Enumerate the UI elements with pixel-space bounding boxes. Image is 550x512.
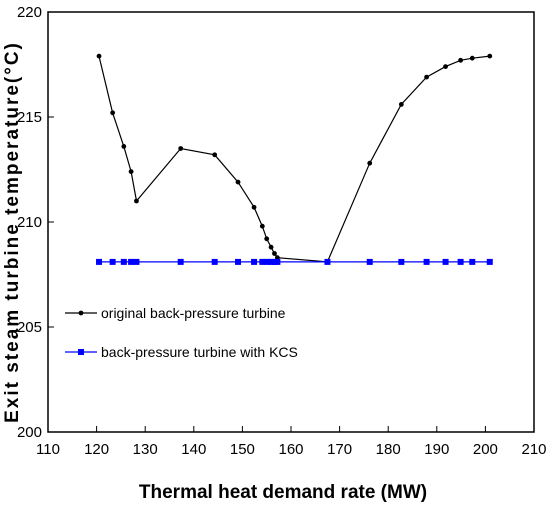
data-point-series-2 (128, 258, 135, 265)
series-line-1 (98, 55, 490, 263)
data-point-series-1 (134, 198, 139, 204)
legend-marker (78, 349, 84, 355)
data-point-series-2 (259, 258, 266, 265)
y-tick-label: 215 (17, 109, 42, 126)
data-point-series-1 (424, 74, 429, 80)
data-point-series-1 (264, 236, 270, 242)
data-point-series-2 (457, 258, 464, 265)
legend: original back-pressure turbine back-press… (65, 305, 298, 360)
y-tick-label: 220 (17, 4, 42, 21)
data-point-series-2 (177, 258, 184, 265)
data-point-series-1 (398, 102, 404, 107)
x-axis-ticks: 110 120 130 140 150 160 170 180 190 200 210 (36, 426, 547, 458)
x-axis-title: Thermal heat demand rate (MW) (139, 482, 427, 503)
y-axis-title: Exit steam turbine temperature(°C) (2, 41, 23, 423)
data-point-series-2 (366, 258, 373, 265)
data-point-series-1 (96, 53, 102, 59)
y-tick-label: 210 (17, 214, 42, 231)
data-point-series-1 (469, 55, 475, 61)
data-point-series-1 (235, 179, 241, 185)
data-point-series-1 (458, 57, 464, 63)
data-point-series-1 (110, 110, 116, 116)
x-tick-label: 170 (327, 441, 352, 458)
data-point-series-2 (251, 258, 258, 265)
data-point-series-1 (272, 251, 277, 256)
x-tick-label: 200 (473, 441, 498, 458)
data-point-series-2 (263, 258, 270, 265)
data-point-series-1 (212, 152, 218, 158)
data-point-series-1 (268, 244, 274, 250)
data-point-series-1 (121, 144, 127, 149)
data-point-series-2 (109, 258, 116, 265)
data-point-series-1 (259, 223, 265, 229)
data-point-series-1 (487, 53, 493, 59)
y-axis-ticks: 200 205 210 215 220 (17, 4, 54, 441)
y-tick-label: 205 (17, 319, 42, 336)
data-point-series-1 (178, 146, 184, 151)
x-tick-label: 190 (424, 441, 449, 458)
data-point-series-2 (235, 258, 242, 265)
data-point-series-2 (442, 258, 449, 265)
legend-label: original back-pressure turbine (101, 305, 286, 321)
data-point-series-2 (469, 258, 476, 265)
data-point-series-1 (367, 160, 373, 166)
x-tick-label: 140 (181, 441, 206, 458)
data-point-series-2 (486, 258, 493, 265)
data-point-series-1 (128, 169, 134, 175)
x-tick-label: 210 (521, 441, 546, 458)
y-tick-label: 200 (17, 424, 42, 441)
x-tick-label: 130 (133, 441, 158, 458)
x-tick-label: 160 (278, 441, 303, 458)
plot-area (47, 11, 535, 433)
legend-label: back-pressure turbine with KCS (101, 344, 298, 360)
data-point-series-2 (423, 258, 430, 265)
x-tick-label: 150 (230, 441, 255, 458)
data-point-series-1 (251, 204, 257, 210)
data-point-series-1 (443, 64, 448, 69)
data-point-series-2 (96, 258, 103, 265)
legend-marker (78, 310, 84, 316)
x-tick-label: 180 (376, 441, 401, 458)
x-tick-label: 110 (36, 441, 60, 458)
data-point-series-2 (133, 258, 140, 265)
x-tick-label: 120 (84, 441, 109, 458)
data-point-series-2 (324, 258, 331, 265)
data-point-series-2 (211, 258, 218, 265)
data-point-series-2 (120, 258, 127, 265)
series-layer (96, 53, 493, 265)
data-point-series-2 (398, 258, 405, 265)
data-point-series-2 (268, 258, 275, 265)
data-point-series-2 (274, 258, 281, 265)
